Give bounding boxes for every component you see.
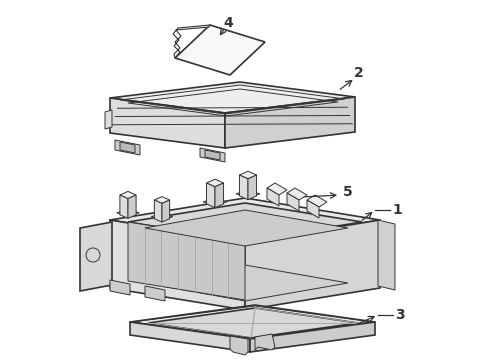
Polygon shape bbox=[120, 142, 135, 153]
Polygon shape bbox=[130, 305, 375, 339]
Text: 5: 5 bbox=[343, 185, 353, 199]
Polygon shape bbox=[110, 220, 245, 310]
Polygon shape bbox=[203, 198, 227, 206]
Polygon shape bbox=[148, 308, 358, 338]
Polygon shape bbox=[128, 222, 245, 300]
Polygon shape bbox=[267, 188, 279, 206]
Polygon shape bbox=[225, 97, 355, 148]
Polygon shape bbox=[105, 110, 112, 129]
Polygon shape bbox=[230, 336, 248, 355]
Polygon shape bbox=[378, 220, 395, 290]
Polygon shape bbox=[250, 322, 375, 352]
Polygon shape bbox=[115, 140, 140, 155]
Polygon shape bbox=[245, 220, 380, 310]
Text: 3: 3 bbox=[395, 308, 405, 322]
Polygon shape bbox=[162, 200, 170, 222]
Polygon shape bbox=[154, 197, 170, 203]
Polygon shape bbox=[145, 210, 348, 246]
Polygon shape bbox=[240, 175, 248, 200]
Polygon shape bbox=[145, 265, 348, 301]
Polygon shape bbox=[110, 82, 355, 113]
Polygon shape bbox=[240, 171, 257, 179]
Polygon shape bbox=[173, 25, 210, 58]
Polygon shape bbox=[120, 195, 128, 219]
Polygon shape bbox=[145, 286, 165, 301]
Polygon shape bbox=[128, 203, 362, 241]
Text: 1: 1 bbox=[392, 203, 402, 217]
Polygon shape bbox=[205, 150, 220, 160]
Polygon shape bbox=[287, 193, 299, 211]
Polygon shape bbox=[248, 175, 257, 200]
Polygon shape bbox=[117, 209, 139, 216]
Polygon shape bbox=[307, 195, 327, 207]
Polygon shape bbox=[151, 213, 172, 220]
Text: 4: 4 bbox=[223, 16, 233, 30]
Polygon shape bbox=[110, 280, 130, 295]
Polygon shape bbox=[130, 322, 250, 352]
Polygon shape bbox=[307, 200, 319, 218]
Polygon shape bbox=[110, 98, 225, 148]
Polygon shape bbox=[287, 188, 307, 200]
Text: 2: 2 bbox=[354, 66, 364, 80]
Polygon shape bbox=[267, 183, 287, 195]
Polygon shape bbox=[200, 148, 225, 162]
Polygon shape bbox=[120, 192, 136, 199]
Polygon shape bbox=[110, 198, 380, 242]
Polygon shape bbox=[80, 222, 112, 291]
Polygon shape bbox=[206, 183, 215, 208]
Polygon shape bbox=[255, 334, 275, 350]
Polygon shape bbox=[236, 190, 260, 198]
Polygon shape bbox=[128, 195, 136, 219]
Polygon shape bbox=[215, 183, 223, 208]
Polygon shape bbox=[154, 200, 162, 222]
Polygon shape bbox=[175, 25, 265, 75]
Polygon shape bbox=[206, 179, 223, 187]
